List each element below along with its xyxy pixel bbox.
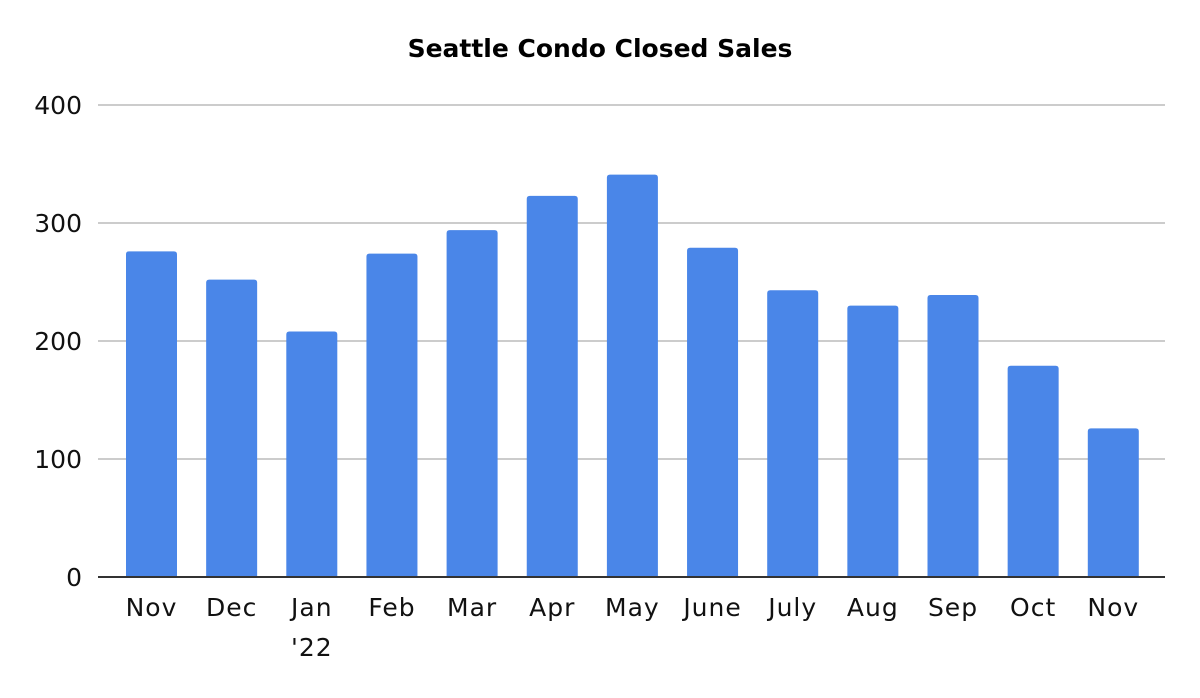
y-tick-label: 400 <box>34 91 82 120</box>
bar <box>526 195 578 578</box>
x-tick-label: Feb <box>368 593 415 622</box>
bar <box>446 230 498 577</box>
x-axis-tick-labels: Nov Dec Jan '22 Feb Mar Apr May June July Aug Sep Oc… <box>126 593 1139 662</box>
y-tick-label: 300 <box>34 209 82 238</box>
y-tick-label: 100 <box>34 445 82 474</box>
x-tick-label: Jan <box>289 593 333 622</box>
bar <box>687 247 739 577</box>
x-tick-label: '22 <box>291 633 333 662</box>
bar <box>206 279 258 577</box>
x-tick-label: Dec <box>206 593 257 622</box>
x-tick-label: Oct <box>1010 593 1056 622</box>
bars <box>126 174 1139 578</box>
y-axis-tick-labels: 0 100 200 300 400 <box>34 91 82 592</box>
x-tick-label: June <box>681 593 741 622</box>
x-tick-label: Apr <box>529 593 575 622</box>
bar <box>847 305 899 577</box>
bar <box>927 294 979 577</box>
chart-title: Seattle Condo Closed Sales <box>408 34 793 63</box>
x-tick-label: Mar <box>447 593 497 622</box>
bar <box>1087 428 1139 577</box>
bar <box>366 253 418 577</box>
x-tick-label: Nov <box>126 593 178 622</box>
x-tick-label: May <box>605 593 660 622</box>
bar <box>126 251 177 577</box>
x-tick-label: Sep <box>928 593 978 622</box>
bar <box>286 331 338 577</box>
bar <box>606 174 658 577</box>
x-tick-label: Nov <box>1087 593 1139 622</box>
bar <box>767 290 819 577</box>
y-tick-label: 0 <box>66 563 82 592</box>
x-tick-label: Aug <box>847 593 899 622</box>
y-tick-label: 200 <box>34 327 82 356</box>
bar <box>1007 365 1059 577</box>
x-tick-label: July <box>766 593 817 622</box>
